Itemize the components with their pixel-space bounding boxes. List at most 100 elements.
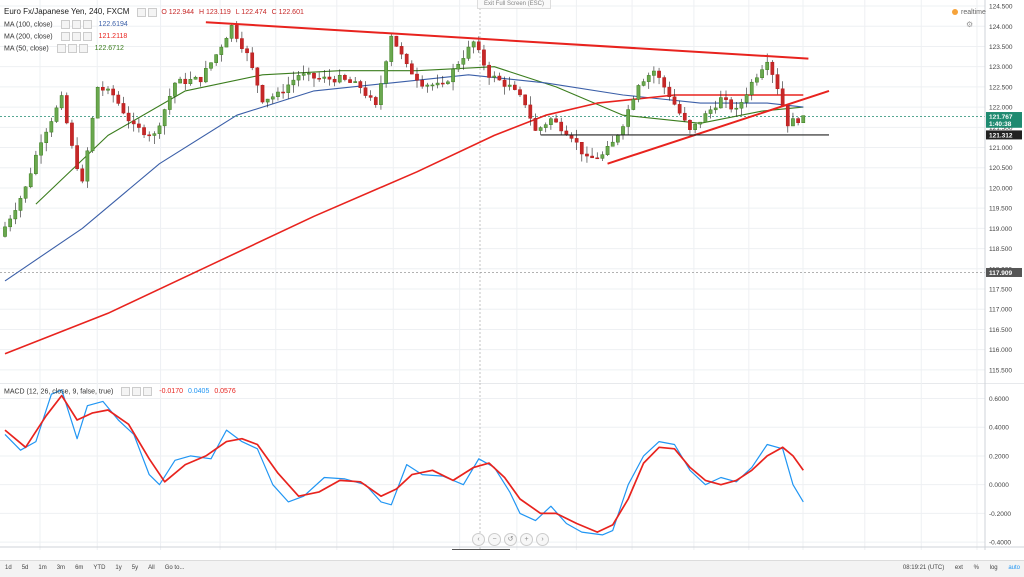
- timeframe-3m[interactable]: 3m: [56, 565, 66, 571]
- candle: [54, 107, 59, 122]
- ma100-value: 122.6194: [98, 21, 128, 29]
- settings-icon[interactable]: [67, 44, 77, 53]
- eye-icon[interactable]: [60, 32, 70, 41]
- candle: [343, 74, 347, 80]
- scroll-left-icon[interactable]: ‹: [472, 533, 485, 546]
- timeframe-ytd[interactable]: YTD: [93, 565, 106, 571]
- candle: [353, 81, 358, 83]
- candle: [214, 54, 219, 63]
- candle: [147, 134, 152, 137]
- timeframe-6m[interactable]: 6m: [75, 565, 84, 571]
- candle: [461, 58, 466, 65]
- scroll-right-icon[interactable]: ›: [536, 533, 549, 546]
- macd-tick-label: 0.4000: [989, 425, 1009, 432]
- timeframe-5d[interactable]: 5d: [21, 565, 29, 571]
- candle: [209, 62, 213, 69]
- candle: [518, 89, 522, 96]
- eye-icon[interactable]: [60, 20, 70, 29]
- settings-icon[interactable]: [71, 20, 81, 29]
- settings-icon[interactable]: [148, 7, 158, 17]
- close-icon[interactable]: [78, 44, 88, 53]
- macd-signal-value: 0.0576: [214, 388, 236, 396]
- zoom-out-icon[interactable]: −: [488, 533, 501, 546]
- candle: [286, 84, 291, 93]
- candle: [152, 133, 157, 136]
- macd-chart[interactable]: -0.4000 -0.2000 0.0000 0.2000 0.4000 0.6000 D…: [0, 383, 1024, 550]
- macd-line: [4, 389, 804, 536]
- time-axis[interactable]: Dec61214:001914:00262017914:001614:00232…: [0, 546, 1024, 550]
- eye-icon[interactable]: [121, 387, 131, 396]
- ext-toggle[interactable]: ext: [954, 565, 963, 571]
- price-label-box: [986, 118, 1022, 128]
- percent-toggle[interactable]: %: [973, 565, 979, 571]
- reset-icon[interactable]: ↺: [504, 533, 517, 546]
- timeframe-1d[interactable]: 1d: [5, 565, 12, 571]
- zoom-in-icon[interactable]: +: [520, 533, 533, 546]
- candle: [204, 68, 208, 83]
- candle: [126, 112, 131, 122]
- eye-icon[interactable]: [56, 44, 66, 53]
- auto-toggle[interactable]: auto: [1008, 565, 1020, 571]
- chart-settings-icon[interactable]: ⚙: [966, 20, 974, 29]
- candle: [533, 118, 538, 131]
- candle: [121, 103, 126, 114]
- trendline-1[interactable]: [607, 89, 830, 165]
- candle: [142, 127, 146, 136]
- ma50-label: MA (50, close): [4, 45, 49, 53]
- timeframe-1y[interactable]: 1y: [115, 565, 122, 571]
- candle: [435, 82, 440, 86]
- candle: [420, 79, 424, 87]
- candle: [688, 119, 692, 130]
- settings-icon[interactable]: [132, 387, 142, 396]
- candle: [394, 35, 399, 47]
- candle: [760, 69, 764, 78]
- ohlc-close: C 122.601: [271, 9, 304, 16]
- price-tick-label: 123.500: [989, 44, 1013, 51]
- candle: [281, 91, 285, 94]
- price-chart[interactable]: 115.500116.000116.500117.000117.500118.0…: [0, 0, 1024, 383]
- candle: [672, 96, 677, 105]
- exit-fullscreen-button[interactable]: Exit Full Screen (ESC): [477, 0, 552, 9]
- price-tick-label: 121.000: [989, 145, 1013, 152]
- candle: [765, 61, 770, 70]
- candle: [476, 41, 481, 51]
- candle: [85, 150, 90, 182]
- macd-tick-label: 0.2000: [989, 453, 1009, 460]
- candle: [111, 88, 116, 96]
- candle: [641, 81, 646, 86]
- candle: [528, 104, 533, 119]
- macd-line-value: 0.0405: [187, 388, 210, 396]
- eye-icon[interactable]: [137, 7, 147, 17]
- price-tick-label: 117.000: [989, 307, 1012, 314]
- timeframe-all[interactable]: All: [148, 565, 155, 571]
- close-icon[interactable]: [82, 20, 92, 29]
- ma200-buttons[interactable]: [60, 32, 94, 41]
- candle: [636, 85, 641, 100]
- timeframe-5y[interactable]: 5y: [131, 565, 139, 571]
- timeframe-1m[interactable]: 1m: [38, 565, 47, 571]
- candle: [317, 77, 321, 80]
- timeframe-goto[interactable]: Go to...: [164, 565, 185, 571]
- trendlines[interactable]: [205, 21, 830, 165]
- price-axis[interactable]: 115.500116.000116.500117.000117.500118.0…: [984, 0, 1022, 383]
- macd-histogram-value: -0.0170: [159, 388, 183, 396]
- trendline-0[interactable]: [205, 21, 809, 60]
- macd-buttons[interactable]: [121, 387, 154, 396]
- price-tick-label: 121.500: [989, 125, 1013, 132]
- candle: [579, 141, 584, 155]
- settings-icon[interactable]: [71, 32, 81, 41]
- close-icon[interactable]: [82, 32, 92, 41]
- close-icon[interactable]: [143, 387, 153, 396]
- candle: [590, 155, 594, 159]
- candle: [276, 91, 280, 98]
- symbol-legend-buttons[interactable]: [137, 7, 159, 17]
- candle: [610, 141, 615, 147]
- candle: [523, 94, 527, 106]
- log-toggle[interactable]: log: [989, 565, 998, 571]
- candle: [430, 84, 435, 87]
- chart-navigation[interactable]: ‹ − ↺ + ›: [472, 528, 552, 546]
- candle: [291, 79, 296, 86]
- ma50-buttons[interactable]: [56, 44, 90, 53]
- candle: [724, 97, 728, 100]
- ma100-buttons[interactable]: [60, 20, 94, 29]
